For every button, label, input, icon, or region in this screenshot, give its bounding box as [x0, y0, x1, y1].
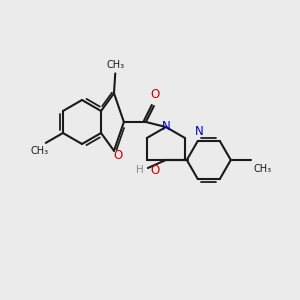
Text: CH₃: CH₃: [31, 146, 49, 156]
Text: O: O: [150, 164, 159, 176]
Text: CH₃: CH₃: [254, 164, 272, 174]
Text: N: N: [194, 125, 203, 138]
Text: CH₃: CH₃: [106, 60, 124, 70]
Text: O: O: [113, 149, 123, 162]
Text: O: O: [150, 88, 160, 101]
Text: N: N: [161, 119, 170, 133]
Text: H: H: [136, 165, 144, 175]
